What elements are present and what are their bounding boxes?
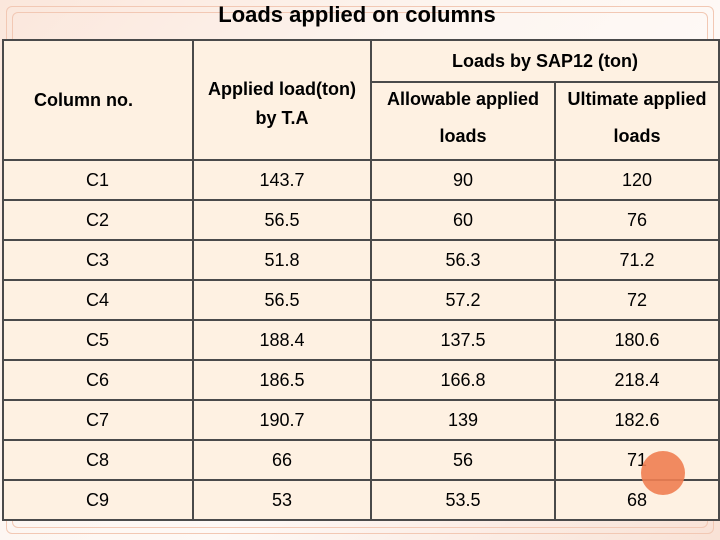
cell-allowable: 139 xyxy=(370,399,556,441)
table-row: C7 190.7 139 182.6 xyxy=(2,399,720,441)
cell-ultimate: 72 xyxy=(554,279,720,321)
header-allowable: Allowable applied loads xyxy=(370,81,556,161)
header-sap-group: Loads by SAP12 (ton) xyxy=(370,39,720,83)
cell-applied-load: 51.8 xyxy=(192,239,372,281)
table-row: C5 188.4 137.5 180.6 xyxy=(2,319,720,361)
table-row: C4 56.5 57.2 72 xyxy=(2,279,720,321)
cell-column: C4 xyxy=(2,279,194,321)
table-row: C8 66 56 71 xyxy=(2,439,720,481)
header-column-no: Column no. xyxy=(2,39,194,161)
cell-applied-load: 56.5 xyxy=(192,279,372,321)
cell-ultimate: 180.6 xyxy=(554,319,720,361)
table-body: C1 143.7 90 120 C2 56.5 60 76 C3 51.8 56.3 71.2 C4 56… xyxy=(2,159,720,521)
cell-applied-load: 188.4 xyxy=(192,319,372,361)
cell-ultimate: 218.4 xyxy=(554,359,720,401)
header-applied-load-line1: Applied load(ton) xyxy=(208,79,356,99)
cell-column: C2 xyxy=(2,199,194,241)
table-row: C6 186.5 166.8 218.4 xyxy=(2,359,720,401)
header-ultimate-line2: loads xyxy=(613,126,661,146)
cell-applied-load: 190.7 xyxy=(192,399,372,441)
cell-applied-load: 66 xyxy=(192,439,372,481)
cell-applied-load: 143.7 xyxy=(192,159,372,201)
header-applied-load: Applied load(ton) by T.A xyxy=(192,39,372,161)
cell-allowable: 90 xyxy=(370,159,556,201)
cell-column: C7 xyxy=(2,399,194,441)
cell-column: C8 xyxy=(2,439,194,481)
cell-allowable: 137.5 xyxy=(370,319,556,361)
cell-column: C9 xyxy=(2,479,194,521)
cell-allowable: 56 xyxy=(370,439,556,481)
decorative-orange-circle xyxy=(641,451,685,495)
cell-applied-load: 56.5 xyxy=(192,199,372,241)
table-row: C3 51.8 56.3 71.2 xyxy=(2,239,720,281)
cell-allowable: 57.2 xyxy=(370,279,556,321)
header-ultimate-line1: Ultimate applied xyxy=(567,89,707,109)
cell-allowable: 53.5 xyxy=(370,479,556,521)
loads-table: Column no. Applied load(ton) by T.A Load… xyxy=(2,39,720,521)
header-allowable-line2: loads xyxy=(439,126,487,146)
slide-title: Loads applied on columns xyxy=(218,2,496,27)
table-row: C1 143.7 90 120 xyxy=(2,159,720,201)
cell-applied-load: 186.5 xyxy=(192,359,372,401)
cell-column: C6 xyxy=(2,359,194,401)
cell-ultimate: 71.2 xyxy=(554,239,720,281)
cell-applied-load: 53 xyxy=(192,479,372,521)
table-row: C9 53 53.5 68 xyxy=(2,479,720,521)
header-allowable-line1: Allowable applied xyxy=(386,89,540,109)
cell-column: C1 xyxy=(2,159,194,201)
cell-allowable: 56.3 xyxy=(370,239,556,281)
header-applied-load-line2: by T.A xyxy=(255,108,309,128)
table-row: C2 56.5 60 76 xyxy=(2,199,720,241)
cell-allowable: 60 xyxy=(370,199,556,241)
cell-ultimate: 68 xyxy=(554,479,720,521)
cell-column: C5 xyxy=(2,319,194,361)
cell-column: C3 xyxy=(2,239,194,281)
cell-ultimate: 71 xyxy=(554,439,720,481)
cell-ultimate: 182.6 xyxy=(554,399,720,441)
cell-allowable: 166.8 xyxy=(370,359,556,401)
cell-ultimate: 120 xyxy=(554,159,720,201)
cell-ultimate: 76 xyxy=(554,199,720,241)
header-ultimate: Ultimate applied loads xyxy=(554,81,720,161)
